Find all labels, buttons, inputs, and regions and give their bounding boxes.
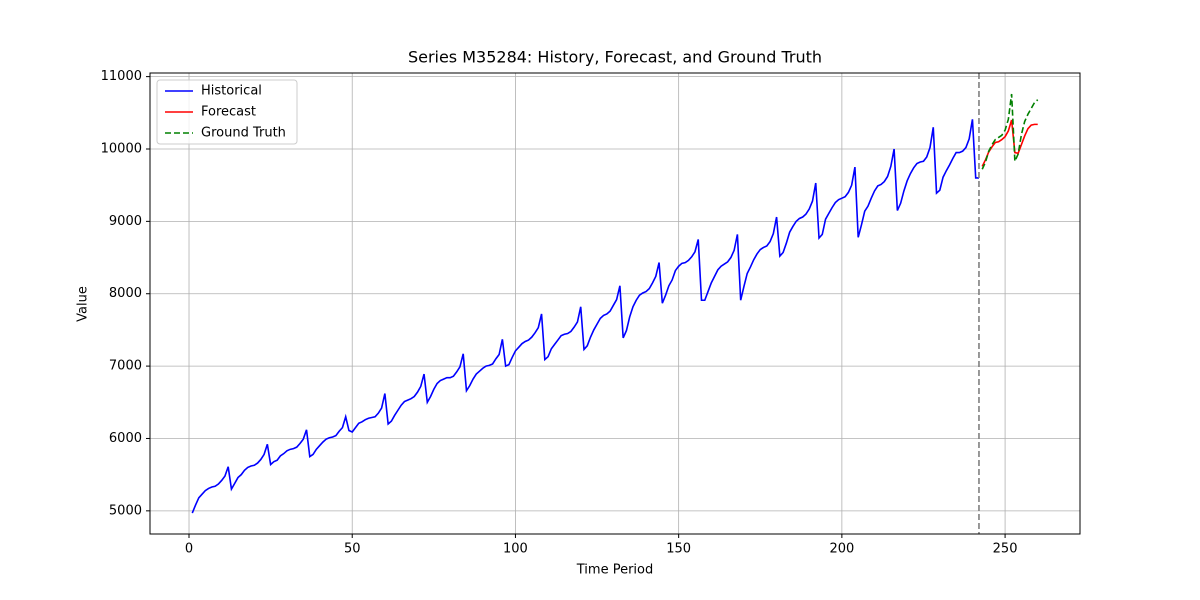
- y-tick-label: 6000: [109, 431, 142, 446]
- y-tick-label: 10000: [101, 141, 142, 156]
- y-axis-label: Value: [76, 286, 91, 322]
- x-tick-label: 50: [344, 542, 361, 557]
- data-line: [981, 93, 1039, 170]
- chart-title: Series M35284: History, Forecast, and Gr…: [408, 48, 822, 67]
- legend-label: Ground Truth: [201, 126, 286, 141]
- x-tick-label: 0: [185, 542, 193, 557]
- x-tick-label: 200: [829, 542, 854, 557]
- x-axis-label: Time Period: [576, 563, 653, 578]
- y-tick-label: 9000: [109, 214, 142, 229]
- data-line: [981, 119, 1038, 167]
- legend-label: Historical: [201, 84, 262, 99]
- y-tick-label: 7000: [109, 359, 142, 374]
- legend-label: Forecast: [201, 105, 256, 120]
- x-tick-label: 250: [993, 542, 1018, 557]
- x-tick-label: 150: [666, 542, 691, 557]
- y-tick-label: 11000: [101, 69, 142, 84]
- legend-box: [156, 79, 298, 145]
- axes-frame: [149, 72, 1081, 535]
- y-tick-label: 8000: [109, 286, 142, 301]
- data-line: [191, 119, 979, 514]
- y-tick-label: 5000: [109, 503, 142, 518]
- x-tick-label: 100: [503, 542, 528, 557]
